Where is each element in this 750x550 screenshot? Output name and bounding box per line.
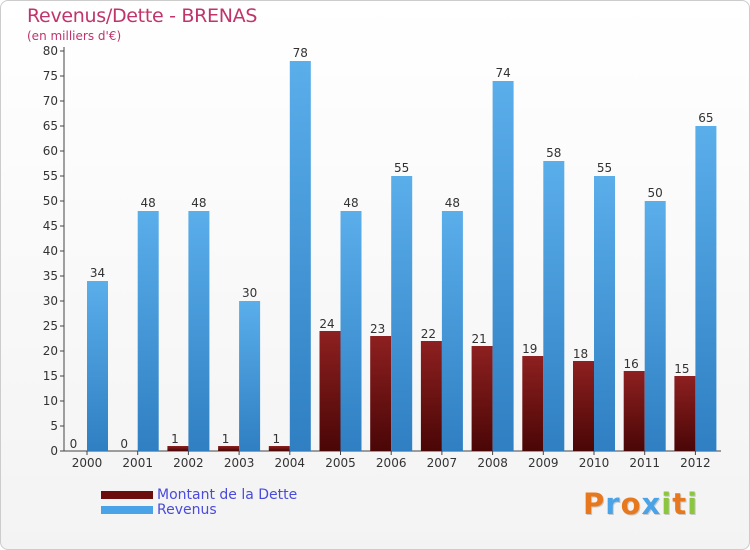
bar-revenus bbox=[543, 161, 565, 451]
data-label-revenus: 50 bbox=[648, 186, 663, 200]
legend-label-revenus: Revenus bbox=[157, 501, 217, 518]
logo-letter: r bbox=[605, 487, 621, 521]
bar-revenus bbox=[391, 176, 413, 451]
x-tick-label: 2006 bbox=[376, 456, 407, 470]
data-label-dette: 1 bbox=[171, 432, 179, 446]
bar-dette bbox=[674, 376, 696, 451]
bar-dette bbox=[218, 446, 240, 451]
bar-revenus bbox=[594, 176, 615, 451]
legend-swatch-revenus bbox=[101, 505, 153, 514]
y-tick-label: 70 bbox=[43, 94, 58, 108]
y-tick-label: 10 bbox=[43, 394, 58, 408]
bar-dette bbox=[522, 356, 544, 451]
x-tick-label: 2004 bbox=[275, 456, 306, 470]
bar-dette bbox=[268, 446, 290, 451]
x-tick-label: 2001 bbox=[122, 456, 153, 470]
y-tick-label: 60 bbox=[43, 144, 58, 158]
data-label-revenus: 55 bbox=[597, 161, 612, 175]
bar-revenus bbox=[289, 61, 311, 451]
x-tick-label: 2007 bbox=[427, 456, 458, 470]
data-label-dette: 18 bbox=[573, 347, 588, 361]
legend-label-dette: Montant de la Dette bbox=[157, 486, 298, 503]
x-tick-label: 2002 bbox=[173, 456, 204, 470]
data-label-dette: 19 bbox=[522, 342, 537, 356]
bar-dette bbox=[319, 331, 341, 451]
y-tick-label: 5 bbox=[50, 419, 58, 433]
y-tick-label: 25 bbox=[43, 319, 58, 333]
bar-dette bbox=[370, 336, 392, 451]
bar-revenus bbox=[137, 211, 159, 451]
data-label-dette: 22 bbox=[421, 327, 436, 341]
chart-title: Revenus/Dette - BRENAS bbox=[27, 5, 258, 27]
bar-revenus bbox=[695, 126, 717, 451]
data-label-revenus: 30 bbox=[242, 286, 257, 300]
proxiti-logo: Proxiti bbox=[583, 487, 698, 521]
chart-legend: Montant de la Dette Revenus bbox=[101, 486, 298, 518]
bar-revenus bbox=[492, 81, 514, 451]
data-label-dette: 1 bbox=[222, 432, 230, 446]
y-tick-label: 50 bbox=[43, 194, 58, 208]
y-tick-label: 30 bbox=[43, 294, 58, 308]
logo-letter: P bbox=[583, 487, 606, 521]
data-label-dette: 23 bbox=[370, 322, 385, 336]
x-tick-label: 2011 bbox=[629, 456, 660, 470]
x-tick-label: 2010 bbox=[579, 456, 610, 470]
y-tick-label: 55 bbox=[43, 169, 58, 183]
bar-dette bbox=[420, 341, 442, 451]
y-tick-label: 65 bbox=[43, 119, 58, 133]
bar-revenus bbox=[87, 281, 108, 451]
data-label-dette: 0 bbox=[70, 437, 78, 451]
y-tick-label: 75 bbox=[43, 69, 58, 83]
data-label-revenus: 74 bbox=[495, 66, 510, 80]
y-tick-label: 0 bbox=[50, 444, 58, 458]
data-label-revenus: 48 bbox=[445, 196, 460, 210]
data-label-dette: 21 bbox=[471, 332, 486, 346]
x-tick-label: 2003 bbox=[224, 456, 255, 470]
chart-subtitle: (en milliers d'€) bbox=[27, 29, 122, 43]
bar-revenus bbox=[441, 211, 463, 451]
bar-revenus bbox=[340, 211, 362, 451]
x-tick-label: 2012 bbox=[680, 456, 711, 470]
data-label-revenus: 55 bbox=[394, 161, 409, 175]
data-label-revenus: 48 bbox=[191, 196, 206, 210]
y-tick-label: 15 bbox=[43, 369, 58, 383]
logo-letter: i bbox=[661, 487, 673, 521]
y-tick-label: 80 bbox=[43, 44, 58, 58]
logo-letter: x bbox=[641, 487, 662, 521]
y-tick-label: 45 bbox=[43, 219, 58, 233]
bar-revenus bbox=[188, 211, 210, 451]
data-label-dette: 0 bbox=[120, 437, 128, 451]
legend-swatch-dette bbox=[101, 490, 153, 499]
bar-dette bbox=[471, 346, 493, 451]
y-tick-label: 35 bbox=[43, 269, 58, 283]
x-tick-label: 2000 bbox=[72, 456, 103, 470]
data-label-revenus: 78 bbox=[293, 46, 308, 60]
logo-letter: t bbox=[672, 487, 688, 521]
bar-dette bbox=[573, 361, 594, 451]
data-label-dette: 15 bbox=[674, 362, 689, 376]
data-label-revenus: 34 bbox=[90, 266, 105, 280]
legend-item-revenus: Revenus bbox=[101, 501, 297, 518]
x-tick-label: 2008 bbox=[477, 456, 508, 470]
data-label-dette: 16 bbox=[624, 357, 639, 371]
y-tick-label: 40 bbox=[43, 244, 58, 258]
x-tick-label: 2009 bbox=[528, 456, 559, 470]
logo-letter: o bbox=[620, 487, 642, 521]
data-label-revenus: 48 bbox=[343, 196, 358, 210]
y-tick-label: 20 bbox=[43, 344, 58, 358]
legend-item-dette: Montant de la Dette bbox=[101, 486, 298, 503]
data-label-revenus: 48 bbox=[141, 196, 156, 210]
data-label-revenus: 65 bbox=[698, 111, 713, 125]
data-label-dette: 24 bbox=[319, 317, 334, 331]
logo-letter: i bbox=[687, 487, 699, 521]
bar-dette bbox=[623, 371, 645, 451]
data-label-revenus: 58 bbox=[546, 146, 561, 160]
x-tick-label: 2005 bbox=[325, 456, 356, 470]
bar-revenus bbox=[644, 201, 666, 451]
data-label-dette: 1 bbox=[272, 432, 280, 446]
bar-revenus bbox=[239, 301, 261, 451]
bar-dette bbox=[167, 446, 189, 451]
